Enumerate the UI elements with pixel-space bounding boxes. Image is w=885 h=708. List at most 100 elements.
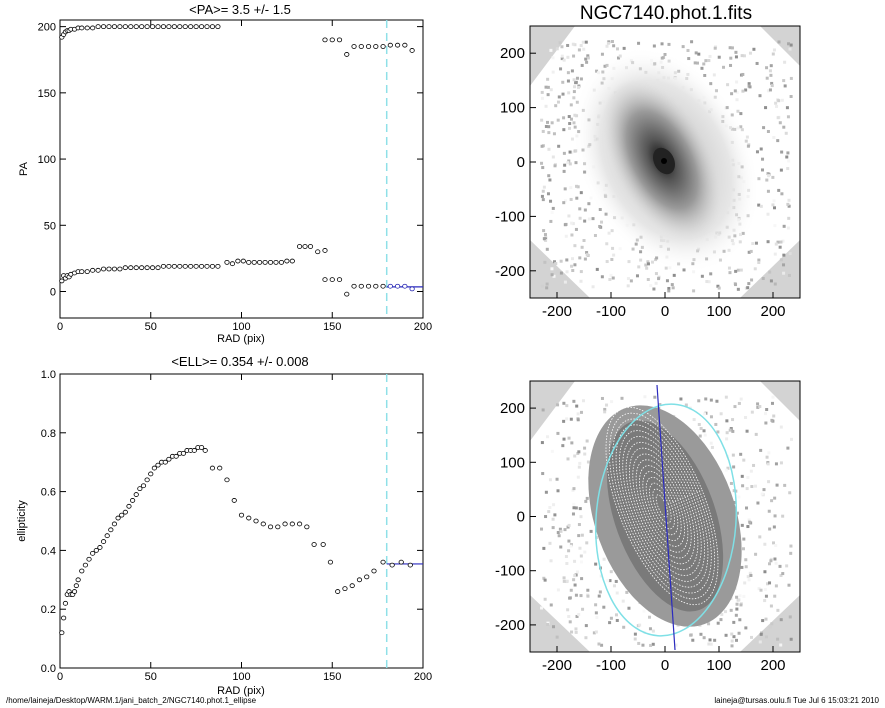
noise-pixel <box>735 80 739 84</box>
noise-pixel <box>556 489 560 493</box>
image-panel-top: NGC7140.phot.1.fits -200 -100 0 100 200-200-… <box>495 3 801 320</box>
data-point <box>198 263 205 269</box>
noise-pixel <box>769 73 773 77</box>
noise-pixel <box>724 633 728 637</box>
ell-title: <ELL>= 0.354 +/- 0.008 <box>171 354 308 369</box>
data-point <box>262 259 268 265</box>
noise-pixel <box>580 63 584 67</box>
noise-pixel <box>774 101 778 105</box>
noise-pixel <box>716 621 720 625</box>
noise-pixel <box>764 412 768 416</box>
data-point <box>238 512 245 518</box>
noise-pixel <box>702 62 706 66</box>
noise-pixel <box>544 85 548 89</box>
noise-pixel <box>724 610 728 614</box>
noise-pixel <box>779 240 783 244</box>
noise-pixel <box>540 441 544 445</box>
noise-pixel <box>703 412 707 416</box>
noise-pixel <box>559 529 563 533</box>
noise-pixel <box>605 44 609 48</box>
noise-pixel <box>553 164 557 168</box>
noise-pixel <box>778 564 782 568</box>
noise-pixel <box>652 44 656 48</box>
noise-pixel <box>759 147 763 151</box>
noise-pixel <box>768 527 772 531</box>
noise-pixel <box>572 578 576 582</box>
isophote <box>649 482 675 530</box>
noise-pixel <box>692 289 696 293</box>
noise-pixel <box>547 510 551 514</box>
noise-pixel <box>555 477 559 481</box>
noise-pixel <box>584 57 588 61</box>
noise-pixel <box>551 56 555 60</box>
noise-pixel <box>764 421 768 425</box>
noise-pixel <box>758 94 762 98</box>
data-point <box>202 448 208 453</box>
noise-pixel <box>783 84 787 88</box>
noise-pixel <box>779 643 783 647</box>
noise-pixel <box>646 277 650 281</box>
noise-pixel <box>697 422 701 426</box>
data-point <box>209 465 216 471</box>
noise-pixel <box>578 216 582 220</box>
noise-pixel <box>740 54 744 58</box>
noise-pixel <box>772 541 776 545</box>
isophote <box>612 418 712 594</box>
noise-pixel <box>576 85 580 89</box>
noise-pixel <box>766 189 770 193</box>
noise-pixel <box>654 272 658 276</box>
noise-pixel <box>606 578 610 582</box>
data-point <box>327 559 334 565</box>
noise-pixel <box>579 44 583 48</box>
noise-pixel <box>789 94 793 98</box>
noise-pixel <box>757 258 761 262</box>
noise-pixel <box>616 47 620 51</box>
noise-pixel <box>561 80 565 84</box>
data-point <box>122 509 128 515</box>
data-point <box>106 266 112 272</box>
noise-pixel <box>558 527 562 531</box>
noise-pixel <box>731 418 735 422</box>
noise-pixel <box>550 121 554 125</box>
noise-pixel <box>546 192 550 196</box>
noise-pixel <box>786 115 790 119</box>
data-point <box>304 524 310 530</box>
isophote <box>605 406 719 606</box>
noise-pixel <box>774 544 778 548</box>
noise-pixel <box>752 47 756 51</box>
noise-pixel <box>577 534 581 538</box>
noise-pixel <box>572 487 576 491</box>
noise-pixel <box>586 594 590 598</box>
data-point <box>133 265 139 271</box>
noise-pixel <box>767 480 771 484</box>
noise-pixel <box>579 560 583 564</box>
noise-pixel <box>772 48 776 52</box>
noise-pixel <box>773 224 777 228</box>
x-tick-label: 50 <box>145 321 157 333</box>
noise-pixel <box>564 554 568 558</box>
noise-pixel <box>559 259 563 263</box>
data-point <box>387 42 393 48</box>
noise-pixel <box>709 441 713 445</box>
noise-pixel <box>754 484 758 488</box>
noise-pixel <box>566 525 570 529</box>
data-point <box>59 278 65 284</box>
data-point <box>155 265 161 271</box>
noise-pixel <box>561 92 565 96</box>
y-tick-label: 100 <box>500 100 525 117</box>
noise-pixel <box>562 169 566 173</box>
isophote <box>632 453 692 559</box>
noise-pixel <box>725 419 729 423</box>
noise-pixel <box>567 436 571 440</box>
noise-pixel <box>570 221 574 225</box>
noise-pixel <box>576 412 580 416</box>
noise-pixel <box>550 210 554 214</box>
data-point <box>75 577 81 583</box>
data-point <box>358 283 364 289</box>
noise-pixel <box>578 256 582 260</box>
noise-pixel <box>733 89 737 93</box>
isophote <box>652 488 672 524</box>
noise-pixel <box>571 222 575 226</box>
noise-pixel <box>541 472 545 476</box>
noise-pixel <box>541 189 545 193</box>
